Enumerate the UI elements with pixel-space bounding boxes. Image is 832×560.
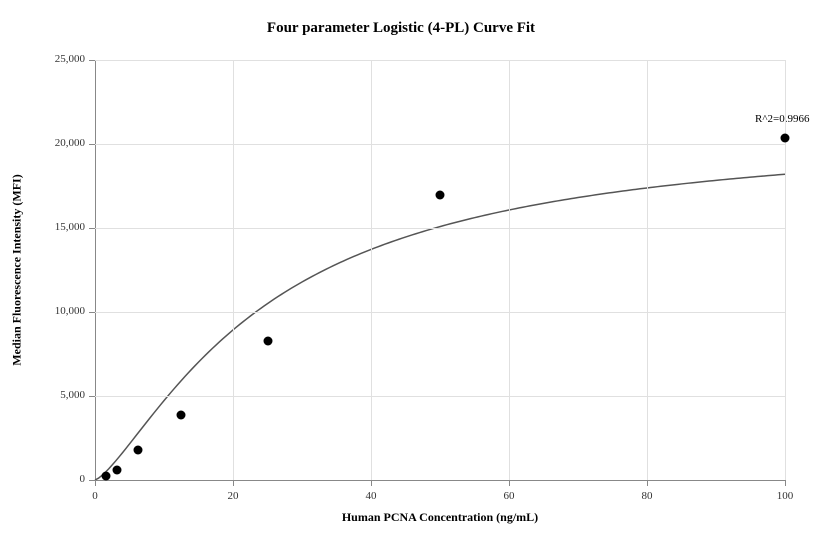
y-tick [89, 60, 95, 61]
x-tick-label: 60 [489, 490, 529, 502]
data-point [101, 471, 110, 480]
x-tick-label: 80 [627, 490, 667, 502]
x-tick-label: 0 [75, 490, 115, 502]
x-tick-label: 40 [351, 490, 391, 502]
y-tick-label: 0 [80, 473, 86, 485]
data-point [263, 337, 272, 346]
x-tick [647, 480, 648, 486]
fitted-curve [0, 0, 832, 560]
gridline-vertical [509, 60, 510, 480]
data-point [177, 411, 186, 420]
y-tick [89, 396, 95, 397]
x-tick [785, 480, 786, 486]
gridline-horizontal [95, 60, 785, 61]
y-tick-label: 25,000 [55, 53, 85, 65]
y-tick-label: 10,000 [55, 305, 85, 317]
data-point [436, 191, 445, 200]
y-tick-label: 20,000 [55, 137, 85, 149]
y-tick [89, 144, 95, 145]
y-tick-label: 15,000 [55, 221, 85, 233]
y-tick [89, 312, 95, 313]
x-tick [233, 480, 234, 486]
gridline-horizontal [95, 312, 785, 313]
gridline-horizontal [95, 228, 785, 229]
gridline-vertical [785, 60, 786, 480]
gridline-vertical [647, 60, 648, 480]
gridline-vertical [371, 60, 372, 480]
r-squared-annotation: R^2=0.9966 [755, 113, 809, 125]
x-tick [509, 480, 510, 486]
gridline-vertical [233, 60, 234, 480]
y-tick [89, 228, 95, 229]
gridline-horizontal [95, 396, 785, 397]
x-tick-label: 20 [213, 490, 253, 502]
gridline-horizontal [95, 144, 785, 145]
logistic-curve [95, 174, 785, 480]
chart-container: Four parameter Logistic (4-PL) Curve Fit… [0, 0, 832, 560]
data-point [781, 134, 790, 143]
x-tick [371, 480, 372, 486]
y-tick-label: 5,000 [60, 389, 85, 401]
x-tick [95, 480, 96, 486]
data-point [134, 445, 143, 454]
x-tick-label: 100 [765, 490, 805, 502]
data-point [112, 465, 121, 474]
